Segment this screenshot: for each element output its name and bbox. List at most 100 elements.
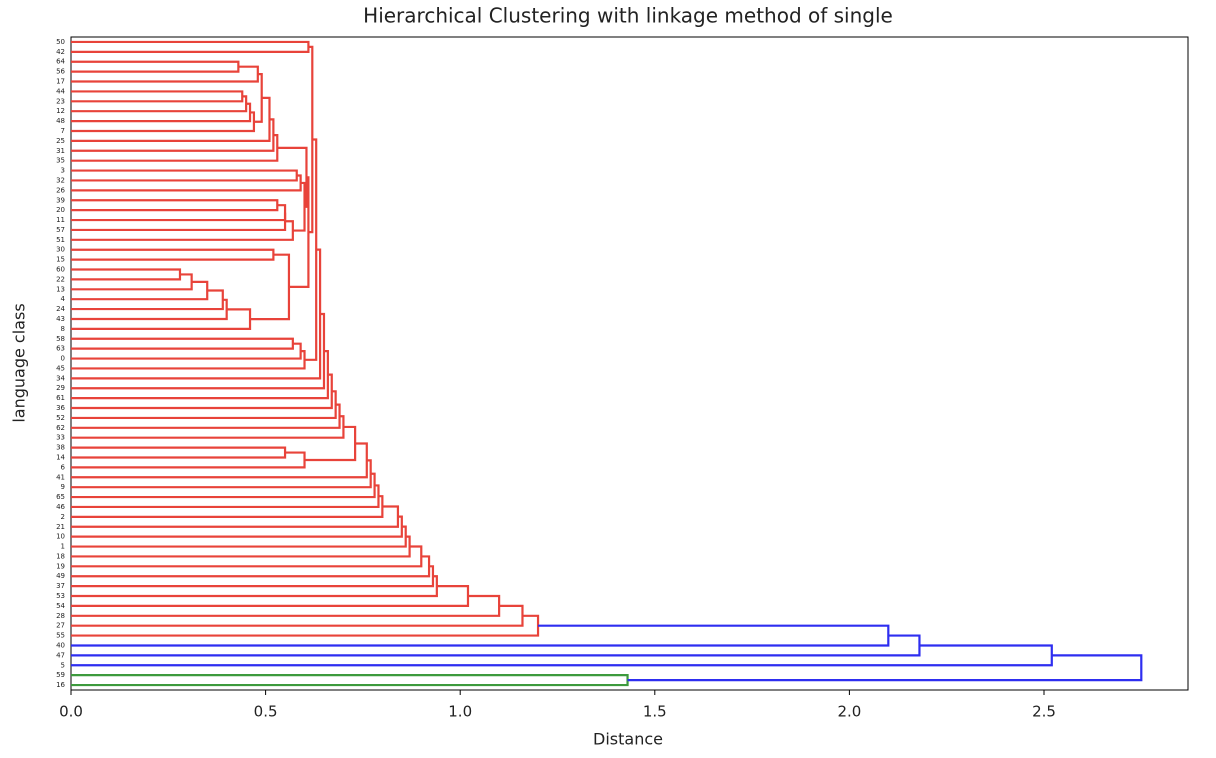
link (71, 415, 345, 439)
leaf-label: 18 (56, 552, 65, 560)
leaf-label: 47 (56, 651, 65, 659)
leaf-label: 59 (56, 671, 65, 679)
plot-frame (70, 36, 1189, 691)
leaf-label: 54 (56, 602, 65, 610)
link (71, 289, 224, 311)
leaf-label: 33 (56, 434, 65, 442)
link (71, 169, 298, 182)
link (71, 248, 322, 380)
x-tick-label: 1.5 (643, 703, 667, 721)
x-tick-label: 0.5 (254, 703, 278, 721)
leaf-label: 1 (61, 543, 65, 551)
link (71, 451, 306, 469)
leaf-label: 51 (56, 236, 65, 244)
link (71, 95, 248, 113)
leaf-label: 56 (56, 68, 65, 76)
leaf-label: 24 (56, 305, 65, 313)
leaf-label: 58 (56, 335, 65, 343)
x-tick-label: 2.0 (837, 703, 861, 721)
link (71, 212, 287, 232)
leaf-label: 15 (56, 256, 65, 264)
x-tick-label: 0.0 (59, 703, 83, 721)
leaf-label: 21 (56, 523, 65, 531)
link (71, 90, 244, 103)
leaf-label: 20 (56, 206, 65, 214)
link (71, 199, 279, 212)
link (71, 60, 240, 73)
leaf-label: 19 (56, 562, 65, 570)
link (71, 373, 333, 410)
leaf-label: 9 (61, 483, 65, 491)
link (71, 350, 306, 370)
leaf-label: 31 (56, 147, 65, 155)
link (71, 308, 252, 330)
link (71, 40, 310, 53)
leaf-label: 13 (56, 285, 65, 293)
leaf-label: 43 (56, 315, 65, 323)
chart-title: Hierarchical Clustering with linkage met… (363, 4, 893, 28)
link (71, 459, 372, 489)
link (71, 446, 287, 459)
link (71, 268, 182, 281)
leaf-label: 50 (56, 38, 65, 46)
link (71, 342, 302, 360)
x-tick-label: 1.0 (448, 703, 472, 721)
leaf-label: 10 (56, 533, 65, 541)
link (71, 674, 629, 687)
leaf-label: 62 (56, 424, 65, 432)
link (277, 146, 308, 208)
link (71, 102, 252, 123)
leaf-label: 38 (56, 444, 65, 452)
link (71, 604, 524, 627)
leaf-label: 0 (61, 355, 65, 363)
leaf-label: 36 (56, 404, 65, 412)
leaf-label: 46 (56, 503, 65, 511)
leaf-label: 26 (56, 186, 65, 194)
link (71, 403, 341, 429)
leaf-label: 53 (56, 592, 65, 600)
link (253, 73, 263, 123)
link (71, 118, 275, 152)
leaf-label: 65 (56, 493, 65, 501)
leaf-label: 42 (56, 48, 65, 56)
leaf-label: 55 (56, 632, 65, 640)
link (71, 280, 209, 301)
leaf-label: 30 (56, 246, 65, 254)
link (71, 111, 256, 133)
leaf-label: 63 (56, 345, 65, 353)
link (71, 594, 501, 617)
leaf-label: 61 (56, 394, 65, 402)
x-tick-label: 2.5 (1032, 703, 1056, 721)
link (71, 248, 275, 261)
leaf-label: 52 (56, 414, 65, 422)
y-axis-label: language class (10, 303, 29, 422)
leaf-label: 14 (56, 453, 65, 461)
link (71, 220, 294, 241)
leaf-label: 3 (61, 167, 65, 175)
leaf-label: 44 (56, 87, 65, 95)
link (292, 181, 306, 232)
link (71, 65, 259, 83)
leaf-label: 25 (56, 137, 65, 145)
leaf-label: 60 (56, 266, 65, 274)
link (71, 312, 326, 390)
link (308, 45, 314, 234)
leaf-label: 57 (56, 226, 65, 234)
leaf-label: 28 (56, 612, 65, 620)
leaf-label: 29 (56, 384, 65, 392)
link (627, 654, 1143, 682)
link (71, 624, 890, 647)
leaf-label: 2 (61, 513, 65, 521)
leaf-label: 39 (56, 196, 65, 204)
leaf-label: 27 (56, 622, 65, 630)
leaf-label: 5 (61, 661, 65, 669)
link (71, 644, 1053, 667)
link (250, 253, 291, 321)
link (304, 425, 357, 462)
link (288, 176, 310, 288)
leaf-label: 34 (56, 374, 65, 382)
link (304, 138, 318, 361)
leaf-label: 37 (56, 582, 65, 590)
leaf-label: 11 (56, 216, 65, 224)
